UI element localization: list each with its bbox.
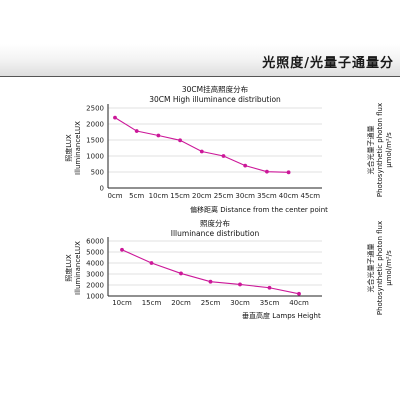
y-axis-label: IlluminanceLUX	[74, 241, 82, 295]
y-tick-label: 3000	[86, 271, 104, 279]
y-tick-label: 500	[91, 169, 104, 177]
y-axis-label: 照度LUX	[64, 134, 73, 162]
y-tick-label: 2000	[86, 121, 104, 129]
chart-subtitle: 30CM High illuminance distribution	[149, 95, 281, 104]
y-axis-label: 照度LUX	[64, 254, 73, 282]
right-axis-label: Photosynthetic photon flux	[376, 103, 384, 197]
right-axis-label: Photosynthetic photon flux	[376, 221, 384, 315]
data-point	[243, 163, 248, 168]
data-point	[113, 115, 117, 120]
data-point	[221, 154, 226, 158]
x-tick-label: 10cm	[149, 192, 169, 200]
y-tick-label: 5000	[86, 249, 104, 257]
data-point	[238, 282, 242, 287]
data-point	[149, 261, 154, 265]
page-title: 光照度/光量子通量分	[262, 56, 394, 71]
page-header-bar	[0, 44, 400, 76]
data-point	[178, 138, 183, 143]
chart-title: 照度分布	[200, 218, 230, 228]
x-tick-label: 40cm	[279, 192, 299, 200]
y-tick-label: 2000	[86, 282, 104, 290]
y-tick-label: 2500	[86, 105, 104, 113]
data-point	[297, 291, 301, 296]
right-axis-label: 光合光量子通量	[366, 244, 375, 293]
x-tick-label: 0cm	[107, 192, 122, 200]
data-point	[134, 129, 139, 133]
data-point	[120, 247, 124, 252]
data-point	[267, 285, 272, 290]
data-point	[156, 133, 161, 138]
x-axis-label: 偏移距离 Distance from the center point	[190, 205, 328, 214]
x-tick-label: 20cm	[171, 299, 191, 307]
header-divider	[0, 76, 400, 77]
series-line	[121, 249, 300, 295]
series-line	[114, 117, 289, 173]
data-point	[265, 169, 269, 174]
y-tick-label: 6000	[86, 238, 104, 246]
data-point	[179, 271, 183, 276]
chart-subtitle: Illuminance distribution	[171, 229, 260, 238]
y-tick-label: 4000	[86, 260, 104, 268]
x-tick-label: 30cm	[230, 299, 250, 307]
x-tick-label: 5cm	[129, 192, 144, 200]
x-tick-label: 25cm	[201, 299, 221, 307]
data-point	[199, 149, 204, 154]
x-tick-label: 15cm	[142, 299, 162, 307]
x-tick-label: 20cm	[192, 192, 212, 200]
y-tick-label: 0	[100, 185, 104, 193]
x-tick-label: 45cm	[301, 192, 321, 200]
y-tick-label: 1000	[86, 293, 104, 301]
right-axis-label: μmol/m²/s	[385, 132, 393, 168]
x-tick-label: 15cm	[170, 192, 190, 200]
x-tick-label: 40cm	[289, 299, 309, 307]
chart-title: 30CM挂高照度分布	[182, 84, 249, 94]
y-tick-label: 1500	[86, 137, 104, 145]
x-tick-label: 10cm	[112, 299, 132, 307]
x-tick-label: 30cm	[235, 192, 255, 200]
right-axis-label: μmol/m²/s	[385, 250, 393, 286]
x-tick-label: 35cm	[257, 192, 277, 200]
x-tick-label: 25cm	[214, 192, 234, 200]
data-point	[208, 279, 213, 284]
data-point	[286, 170, 291, 175]
x-tick-label: 35cm	[260, 299, 280, 307]
right-axis-label: 光合光量子通量	[366, 126, 375, 175]
y-tick-label: 1000	[86, 153, 104, 161]
x-axis-label: 垂直高度 Lamps Height	[242, 311, 321, 320]
y-axis-label: IlluminanceLUX	[74, 121, 82, 175]
